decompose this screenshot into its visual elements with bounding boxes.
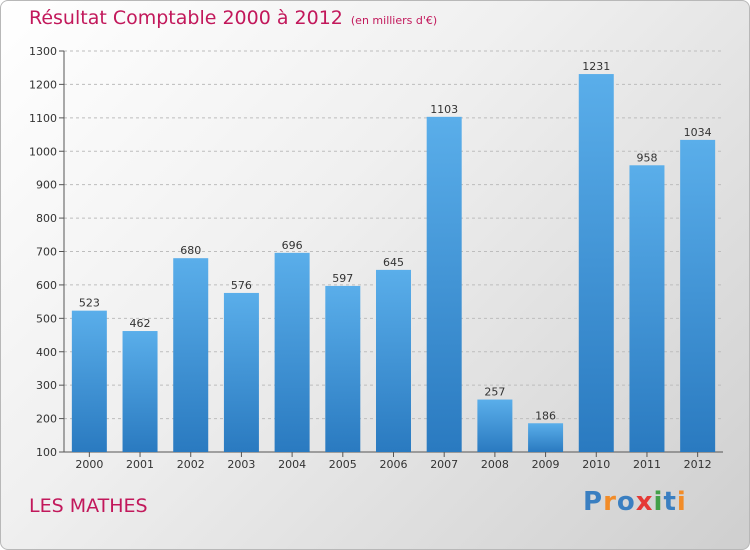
data-label: 696	[282, 239, 303, 252]
y-tick-label: 500	[36, 312, 57, 325]
chart-title: Résultat Comptable 2000 à 2012 (en millie…	[29, 7, 437, 29]
x-tick-label: 2000	[75, 458, 103, 471]
x-tick-label: 2012	[684, 458, 712, 471]
logo-letter: i	[676, 487, 687, 517]
proxiti-logo: Proxiti	[583, 487, 687, 517]
x-tick-label: 2004	[278, 458, 306, 471]
x-tick-label: 2005	[329, 458, 357, 471]
x-tick-label: 2008	[481, 458, 509, 471]
logo-letter: P	[583, 487, 604, 517]
bar	[122, 331, 158, 452]
data-label: 523	[79, 297, 100, 310]
bar	[223, 292, 259, 452]
y-tick-label: 1200	[29, 78, 57, 91]
y-tick-label: 200	[36, 413, 57, 426]
bar	[173, 258, 209, 452]
y-tick-label: 1100	[29, 112, 57, 125]
bar	[629, 165, 665, 452]
bar	[274, 252, 310, 452]
data-label: 958	[636, 151, 657, 164]
data-label: 1034	[684, 126, 712, 139]
y-tick-label: 300	[36, 379, 57, 392]
bar	[376, 269, 411, 452]
logo-letter: o	[616, 487, 636, 517]
title-text: Résultat Comptable 2000 à 2012	[29, 7, 343, 29]
y-tick-label: 1000	[29, 145, 57, 158]
bar	[325, 285, 361, 452]
y-tick-label: 900	[36, 179, 57, 192]
x-tick-label: 2011	[633, 458, 661, 471]
data-label: 1231	[582, 60, 610, 73]
data-label: 462	[130, 317, 151, 330]
x-tick-label: 2001	[126, 458, 154, 471]
x-tick-label: 2010	[582, 458, 610, 471]
logo-letter: r	[603, 487, 617, 517]
bar	[528, 423, 564, 452]
data-label: 1103	[430, 103, 458, 116]
bar	[71, 310, 107, 452]
x-tick-label: 2006	[380, 458, 408, 471]
bar	[426, 116, 462, 452]
y-tick-label: 700	[36, 246, 57, 259]
y-tick-label: 800	[36, 212, 57, 225]
data-label: 645	[383, 256, 404, 269]
bar	[680, 139, 716, 452]
y-tick-label: 100	[36, 446, 57, 459]
bar	[477, 399, 513, 452]
logo-letter: t	[663, 487, 677, 517]
y-tick-label: 1300	[29, 45, 57, 58]
logo-letter: x	[635, 487, 654, 517]
bar	[578, 74, 614, 453]
data-label: 597	[332, 272, 353, 285]
data-label: 186	[535, 409, 556, 422]
y-tick-label: 400	[36, 346, 57, 359]
x-tick-label: 2007	[430, 458, 458, 471]
x-tick-label: 2003	[227, 458, 255, 471]
place-name: LES MATHES	[29, 495, 148, 517]
logo-letter: i	[653, 487, 664, 517]
data-label: 680	[180, 244, 201, 257]
data-label: 576	[231, 279, 252, 292]
data-label: 257	[484, 386, 505, 399]
chart-subtitle: (en milliers d'€)	[350, 14, 438, 27]
x-tick-label: 2009	[532, 458, 560, 471]
x-tick-label: 2002	[177, 458, 205, 471]
y-tick-label: 600	[36, 279, 57, 292]
